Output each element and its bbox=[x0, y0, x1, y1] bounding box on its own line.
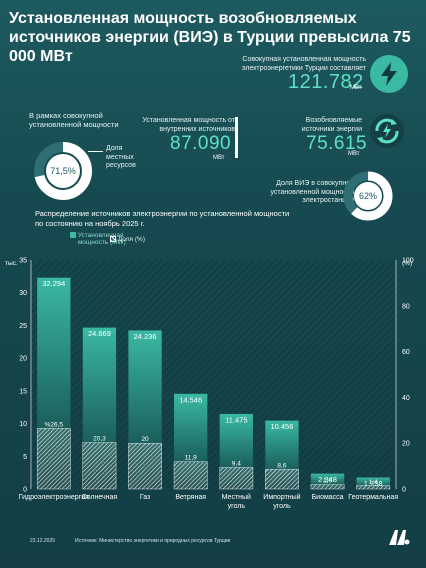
bar-share-label: 9,4 bbox=[232, 460, 241, 467]
right-tick-label: 20 bbox=[402, 441, 410, 448]
aa-logo-icon bbox=[389, 530, 410, 545]
domestic-share-donut: 71,5% bbox=[34, 142, 92, 200]
legend-mw-swatch bbox=[70, 232, 76, 239]
category-label: Местный bbox=[222, 493, 251, 501]
bar-mw-label: 2.348 bbox=[318, 475, 337, 484]
left-tick-label: 0 bbox=[23, 487, 27, 494]
right-tick-label: 100 bbox=[402, 258, 414, 265]
legend-share-swatch bbox=[110, 236, 116, 243]
footer-source: Источник: Министерство энергетики и прир… bbox=[75, 538, 231, 544]
bar-mw-label: 11.475 bbox=[225, 415, 247, 424]
category-label: Газ bbox=[140, 494, 150, 501]
domestic-capacity-unit: МВт bbox=[213, 155, 225, 161]
bar-chart: тыс. (%) 0 5 10 15 20 25 30 35 0 20 40 60 80 100 32.2… bbox=[5, 258, 414, 511]
left-tick-label: 5 bbox=[23, 454, 27, 461]
bar-mw-label: 14.546 bbox=[179, 395, 202, 404]
left-tick-label: 30 bbox=[19, 290, 27, 297]
left-tick-label: 10 bbox=[19, 421, 27, 428]
lightning-circle bbox=[370, 55, 408, 93]
right-axis-unit: (%) bbox=[402, 260, 412, 267]
renewable-capacity-label: Возобновляемые источники энергии bbox=[301, 117, 362, 133]
category-label: Ветряная bbox=[175, 494, 206, 501]
right-tick-label: 80 bbox=[402, 303, 410, 310]
bar-share bbox=[265, 469, 299, 490]
bar-mw-label: 10.456 bbox=[270, 422, 293, 431]
page-title: Установленная мощность возобновляемых ис… bbox=[9, 10, 411, 65]
domestic-share-legend: Доля местных ресурсов bbox=[106, 145, 136, 169]
bar-share-label: 8,6 bbox=[277, 462, 286, 469]
bar-mw-label: 32.294 bbox=[42, 279, 65, 288]
legend-share: Доля (%) bbox=[110, 236, 145, 243]
domestic-capacity-value: 87.090 bbox=[170, 133, 232, 154]
left-tick-label: 35 bbox=[19, 258, 27, 265]
category-label: Импортный bbox=[263, 493, 300, 501]
lightning-bolt-icon bbox=[381, 62, 397, 86]
left-tick-label: 25 bbox=[19, 323, 27, 330]
renewable-share-percent: 62% bbox=[359, 191, 377, 201]
bar-share-label: 20 bbox=[141, 436, 149, 443]
left-tick-label: 20 bbox=[19, 356, 27, 363]
total-capacity-value: 121.782 bbox=[288, 71, 364, 93]
chart-title: Распределение источников электроэнергии … bbox=[35, 209, 290, 228]
bar-share bbox=[173, 461, 208, 490]
bar-mw-label: 24.669 bbox=[88, 329, 111, 338]
category-label: Геотермальная bbox=[348, 494, 398, 501]
domestic-capacity-label: Установленная мощность от внутренних ист… bbox=[142, 117, 235, 133]
recycle-lightning-icon bbox=[375, 118, 399, 144]
right-tick-label: 0 bbox=[402, 487, 406, 494]
total-capacity-label: Совокупная установленная мощность электр… bbox=[241, 56, 366, 72]
bar-share-label: 1,4 bbox=[369, 479, 378, 486]
bar-share bbox=[82, 442, 117, 490]
aa-logo bbox=[387, 527, 411, 547]
total-capacity-unit: МВт bbox=[350, 85, 362, 91]
bar-share bbox=[128, 442, 162, 490]
bar-mw-label: 24.236 bbox=[134, 332, 157, 341]
renewable-capacity-unit: МВт bbox=[348, 151, 360, 157]
domestic-share-arc bbox=[34, 142, 92, 200]
category-label: Биомасса bbox=[312, 494, 344, 501]
bar-share bbox=[219, 467, 254, 490]
renewable-share-donut: 62% bbox=[343, 171, 393, 221]
bar-mw-label: 1.758 bbox=[364, 479, 383, 488]
bar-share bbox=[36, 428, 71, 490]
renewable-share-label: Доля ВИЭ в совокупной установленной мощн… bbox=[270, 180, 354, 204]
footer-date: 23.12.2025 bbox=[30, 538, 56, 544]
bar-mw bbox=[356, 477, 390, 489]
domestic-share-percent: 71,5% bbox=[50, 166, 76, 176]
right-tick-label: 60 bbox=[402, 349, 410, 356]
category-label: уголь bbox=[273, 503, 291, 510]
left-axis-unit: тыс. bbox=[5, 260, 18, 267]
bar-share-label: 20,3 bbox=[93, 436, 106, 443]
renewable-share-arc bbox=[343, 171, 393, 221]
domestic-divider bbox=[235, 117, 238, 158]
legend-mw: Установленная мощность (MW) bbox=[70, 232, 138, 246]
domestic-share-line bbox=[88, 151, 103, 152]
renewable-capacity-value: 75.615 bbox=[306, 133, 368, 154]
recycle-circle bbox=[370, 114, 404, 148]
legend-share-label: Доля (%) bbox=[117, 236, 145, 243]
category-label: Гидроэлектроэнергия bbox=[19, 494, 89, 501]
left-tick-label: 15 bbox=[19, 388, 27, 395]
bar-share-label: 11,9 bbox=[185, 455, 198, 462]
bar-share bbox=[356, 485, 391, 490]
bar-share bbox=[310, 484, 345, 490]
domestic-share-label: В рамках совокупной установленной мощнос… bbox=[29, 111, 119, 129]
bar-share-label: 1,9 bbox=[323, 478, 332, 485]
legend-mw-label: Установленная мощность (MW) bbox=[77, 232, 126, 246]
right-tick-label: 40 bbox=[402, 395, 410, 402]
bar-share-label: %26,5 bbox=[45, 421, 64, 428]
category-label: уголь bbox=[228, 503, 246, 510]
category-label: Солнечная bbox=[82, 494, 118, 501]
